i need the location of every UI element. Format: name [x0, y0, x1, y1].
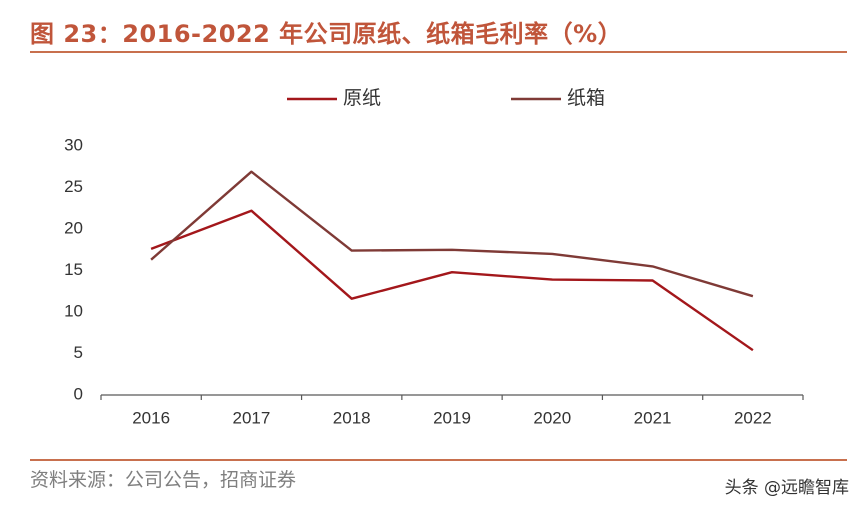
y-tick-label: 10	[64, 301, 83, 320]
series-line-zhixiang	[150, 170, 754, 298]
source-divider	[30, 459, 847, 461]
y-tick-label: 5	[74, 343, 83, 362]
x-tick-label: 2016	[132, 408, 170, 427]
x-tick-label: 2022	[734, 408, 772, 427]
watermark: 头条 @远瞻智库	[724, 478, 849, 498]
series-lines	[150, 170, 754, 352]
y-tick-label: 25	[64, 177, 83, 196]
y-tick-label: 0	[74, 384, 83, 403]
title-divider	[30, 51, 847, 53]
x-axis: 2016 2017 2018 2019 2020 2021 2022	[100, 394, 804, 427]
y-axis-ticks: 0 5 10 15 20 25 30	[64, 135, 83, 403]
x-tick-label: 2018	[333, 408, 371, 427]
x-tick-label: 2021	[634, 408, 672, 427]
y-tick-label: 20	[64, 218, 83, 237]
x-tick-label: 2019	[433, 408, 471, 427]
y-tick-label: 15	[64, 260, 83, 279]
x-tick-label: 2020	[533, 408, 571, 427]
series-line-yuanzhi	[150, 209, 754, 352]
legend: 原纸 纸箱	[287, 87, 605, 109]
chart-title: 图 23：2016-2022 年公司原纸、纸箱毛利率（%）	[30, 20, 623, 48]
source-note: 资料来源：公司公告，招商证券	[30, 469, 297, 491]
x-tick-label: 2017	[233, 408, 271, 427]
legend-label-yuanzhi: 原纸	[343, 87, 381, 109]
legend-label-zhixiang: 纸箱	[567, 87, 605, 109]
y-tick-label: 30	[64, 135, 83, 154]
